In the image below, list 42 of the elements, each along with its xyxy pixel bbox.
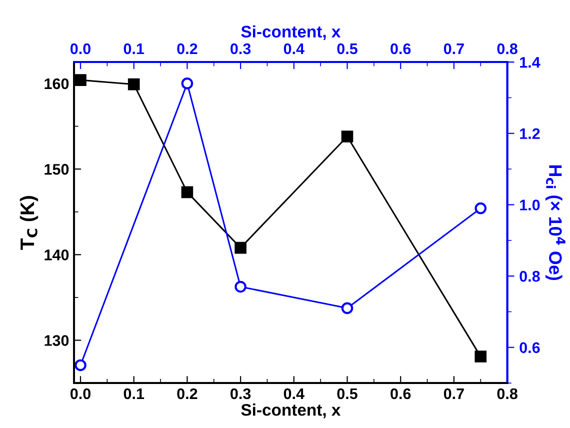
point [474, 350, 487, 362]
x-tick-label: 0.7 [444, 388, 464, 400]
x-tick-label: 0.1 [124, 388, 144, 400]
x2-tick-label: 0.2 [177, 43, 198, 54]
point [128, 78, 140, 90]
x-tick-label: 0.0 [70, 388, 90, 400]
y-tick-label: 150 [44, 164, 69, 175]
y2-tick-label: 1.2 [520, 128, 540, 139]
x2-tick-label: 0.1 [124, 43, 144, 54]
point [341, 130, 354, 142]
point [474, 202, 487, 214]
x2-axis-title: Si-content, x [241, 25, 341, 40]
x-tick-label: 0.3 [230, 388, 251, 400]
x2-tick-label: 0.0 [70, 43, 90, 54]
x2-tick-label: 0.4 [284, 43, 304, 54]
y2-axis-title: H$_{ci}$ (× 10$^{4}$ Oe) [545, 165, 566, 280]
x-tick-label: 0.6 [390, 388, 411, 400]
y-tick-label: 140 [44, 250, 69, 260]
x-tick-label: 0.8 [497, 388, 518, 400]
x-tick-label: 0.2 [177, 388, 198, 400]
y2-tick-label: 1.0 [520, 200, 540, 210]
point [74, 74, 86, 86]
point [181, 78, 194, 90]
x2-tick-label: 0.8 [497, 43, 518, 54]
point [181, 186, 194, 198]
x-axis-title: Si-content, x [241, 404, 341, 418]
point [234, 242, 246, 254]
y2-tick-label: 1.4 [520, 57, 540, 68]
y2-tick-label: 0.8 [520, 270, 540, 282]
y2-tick-label: 0.6 [520, 342, 540, 354]
y-tick-label: 130 [44, 335, 69, 346]
point [341, 302, 354, 314]
point [234, 280, 246, 293]
x2-tick-label: 0.6 [390, 43, 411, 54]
y-axis-title: T$_{C}$ (K) [20, 196, 38, 250]
x-tick-label: 0.5 [337, 388, 358, 400]
x2-tick-label: 0.5 [337, 43, 358, 54]
x-tick-label: 0.4 [284, 388, 304, 400]
point [74, 359, 86, 372]
x2-tick-label: 0.7 [444, 43, 464, 54]
y-tick-label: 160 [44, 78, 69, 90]
x2-tick-label: 0.3 [230, 43, 251, 54]
